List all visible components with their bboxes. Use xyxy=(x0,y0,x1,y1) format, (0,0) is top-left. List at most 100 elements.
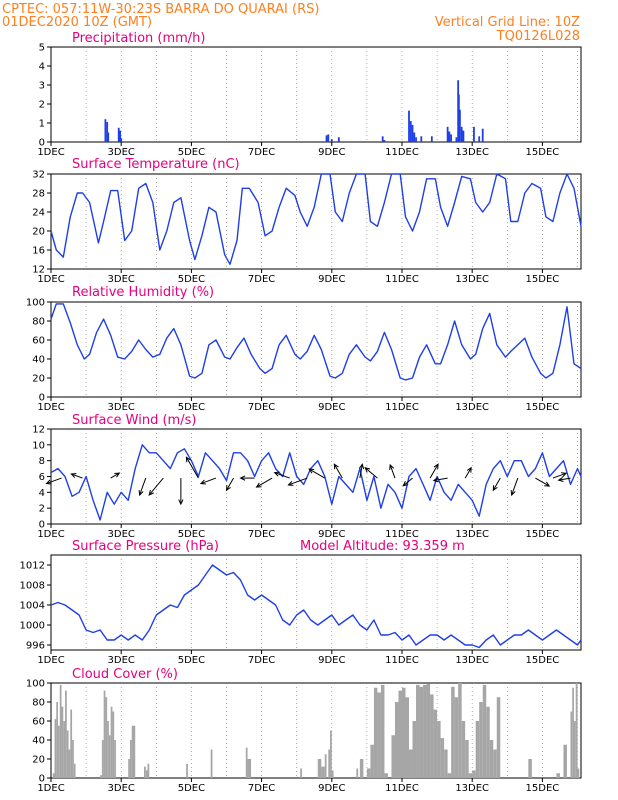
cloud-cover-bar xyxy=(103,690,106,778)
cloud-cover-bar xyxy=(370,744,374,778)
cloud-cover-bar xyxy=(482,684,487,778)
cloud-cover-bar xyxy=(479,702,483,778)
x-tick-label: 5DEC xyxy=(178,783,205,794)
cloud-cover-bar xyxy=(575,683,578,778)
precipitation-bar xyxy=(411,124,414,142)
pressure-y-ticks: 996 1000 1004 1008 1012 xyxy=(20,561,51,652)
wind-arrow-head xyxy=(273,471,280,477)
precipitation-bar xyxy=(448,131,451,142)
cloud-cover-bar xyxy=(451,686,455,778)
cloud-cover-bar xyxy=(437,721,441,778)
cloud-cover-bar xyxy=(426,683,431,778)
cloud-cover-bar xyxy=(380,684,385,778)
cloud-cover-bar xyxy=(444,749,448,778)
precipitation-bar xyxy=(446,126,449,142)
cloud-cover-bar xyxy=(433,709,438,778)
wind-arrow-shaft xyxy=(308,468,326,479)
wind-x-ticks: 1DEC 3DEC 5DEC 7DEC 9DEC 11DEC 13DEC 15DEC xyxy=(37,524,559,540)
precipitation-bar xyxy=(408,110,410,142)
x-tick-label: 3DEC xyxy=(108,655,135,666)
x-tick-label: 1DEC xyxy=(37,147,64,158)
wind-line xyxy=(50,444,582,521)
cloud-cover-bar xyxy=(70,709,73,778)
wind-arrow-shaft xyxy=(403,477,413,487)
x-tick-label: 7DEC xyxy=(248,147,275,158)
y-tick-label: 12 xyxy=(32,425,45,436)
cloud-cover-bar xyxy=(359,759,364,778)
cloud-cover-bar xyxy=(377,692,381,778)
humidity-frame xyxy=(50,301,582,398)
x-tick-label: 15DEC xyxy=(526,655,560,666)
y-tick-label: 1004 xyxy=(20,601,45,612)
precipitation-bar xyxy=(420,136,423,142)
cloud-cover-bar xyxy=(409,749,413,778)
x-tick-label: 7DEC xyxy=(248,655,275,666)
wind-arrow-head xyxy=(333,463,339,470)
humidity-line xyxy=(50,303,582,381)
x-tick-label: 13DEC xyxy=(455,783,489,794)
wind-arrow-shaft xyxy=(511,477,519,496)
temperature-frame xyxy=(50,173,582,270)
wind-arrow-shaft xyxy=(389,464,396,479)
pressure-title: Surface Pressure (hPa) xyxy=(72,539,219,554)
precipitation-grid xyxy=(85,47,578,142)
wind-arrow-shaft xyxy=(200,477,217,485)
wind-arrow-shaft xyxy=(256,477,273,488)
cloud-cover-bar xyxy=(105,697,108,778)
y-tick-label: 0 xyxy=(39,393,45,404)
x-tick-label: 1DEC xyxy=(37,274,64,285)
cloud-cover-bar xyxy=(572,687,574,778)
cloud-cover-bar xyxy=(210,749,213,778)
wind-arrow-head xyxy=(433,463,439,470)
cloud-cover-bar xyxy=(331,770,334,778)
wind-arrow-shaft xyxy=(274,472,290,479)
x-tick-label: 5DEC xyxy=(178,274,205,285)
wind-arrow-head xyxy=(389,463,395,470)
cloud-cover-bar xyxy=(489,740,494,778)
cloud-cover-bar xyxy=(110,706,113,778)
wind-arrow-head xyxy=(185,456,191,463)
precipitation-bar xyxy=(409,121,412,142)
y-tick-label: 8 xyxy=(39,456,45,467)
cloud-cover-bar xyxy=(461,721,466,778)
wind-frame xyxy=(50,428,582,525)
x-tick-label: 1DEC xyxy=(37,783,64,794)
x-tick-label: 13DEC xyxy=(455,147,489,158)
cloud-cover-bar xyxy=(129,740,132,778)
precipitation-bar xyxy=(478,136,481,142)
x-tick-label: 11DEC xyxy=(385,529,419,540)
header-date: 01DEC2020 10Z (GMT) xyxy=(2,15,152,30)
x-tick-label: 9DEC xyxy=(318,783,345,794)
cloud-cover-bar xyxy=(72,740,74,778)
precipitation-bar xyxy=(413,132,416,142)
precipitation-y-ticks: 0 1 2 3 4 5 xyxy=(39,43,51,149)
wind-arrow-shaft xyxy=(464,467,472,479)
panel-precipitation: 0 1 2 3 4 5 1DEC 3DEC 5DEC 7DEC 9DEC 11DEC 13DEC 15D… xyxy=(37,31,582,158)
y-tick-label: 0 xyxy=(39,774,45,785)
cloud-cover-bar xyxy=(112,711,115,778)
cloud-cover-bar xyxy=(454,697,459,778)
cloud-frame xyxy=(50,682,582,779)
series-line xyxy=(50,173,582,265)
wind-arrow-head xyxy=(148,489,154,496)
cloud-title: Cloud Cover (%) xyxy=(72,667,178,682)
precipitation-bar xyxy=(430,136,433,142)
wind-arrow-head xyxy=(199,479,206,485)
x-tick-label: 3DEC xyxy=(108,783,135,794)
precipitation-bar xyxy=(462,130,465,142)
y-tick-label: 20 xyxy=(32,227,45,238)
precipitation-bar xyxy=(450,134,453,142)
wind-arrow-shaft xyxy=(110,472,120,479)
x-tick-label: 13DEC xyxy=(455,402,489,413)
cloud-cover-bar xyxy=(100,775,102,778)
wind-arrow-head xyxy=(255,482,262,488)
x-tick-label: 15DEC xyxy=(526,783,560,794)
wind-arrow-head xyxy=(114,472,121,478)
y-tick-label: 4 xyxy=(39,62,45,73)
wind-arrow-head xyxy=(225,485,231,492)
cloud-cover-bar xyxy=(52,773,55,778)
pressure-x-ticks: 1DEC 3DEC 5DEC 7DEC 9DEC 11DEC 13DEC 15DEC xyxy=(37,650,559,666)
precipitation-bar xyxy=(337,137,340,142)
header-location: CPTEC: 057:11W-30:23S BARRA DO QUARAI (R… xyxy=(2,2,319,17)
x-tick-label: 15DEC xyxy=(526,274,560,285)
